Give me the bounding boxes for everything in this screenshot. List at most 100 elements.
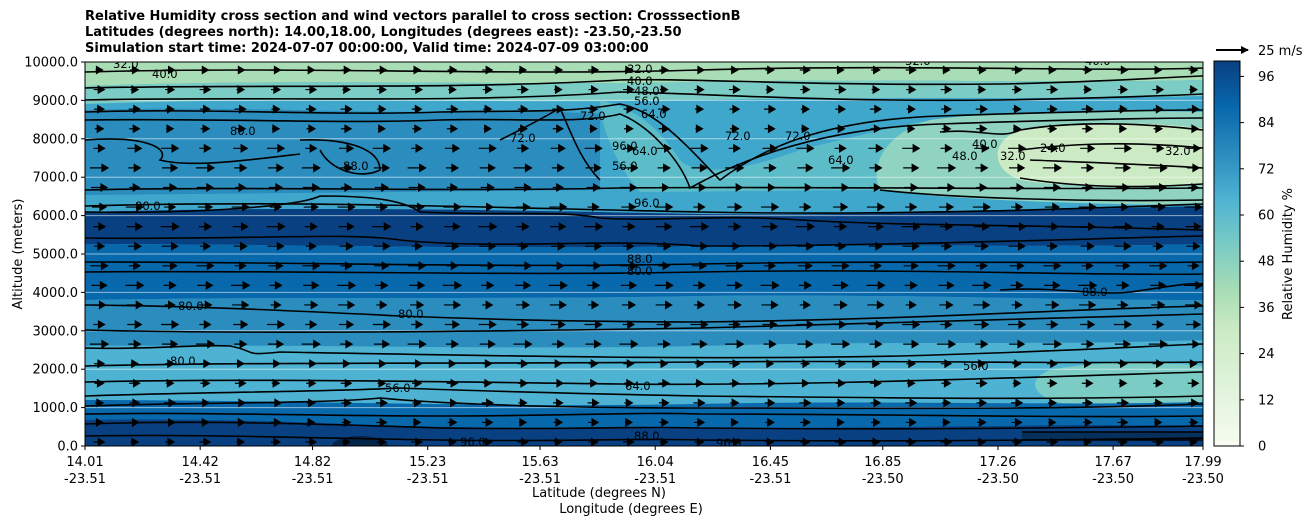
- wind-vector: [266, 143, 286, 153]
- wind-vector: [730, 65, 739, 75]
- wind-vector: [271, 104, 281, 114]
- wind-vector: [448, 85, 457, 95]
- wind-vector: [514, 280, 532, 290]
- wind-vectors: [90, 65, 1203, 446]
- contour-line: [85, 343, 1203, 359]
- x-tick-label-lon: -23.51: [519, 472, 561, 487]
- wind-vector: [622, 143, 636, 153]
- wind-vector: [974, 143, 990, 153]
- wind-vector: [977, 65, 987, 75]
- wind-vector: [270, 65, 282, 75]
- x-tick-label-lat: 15.63: [521, 455, 558, 470]
- wind-vector: [659, 65, 670, 75]
- wind-vector: [269, 202, 283, 212]
- wind-vector: [1187, 261, 1200, 271]
- wind-vector: [166, 124, 175, 134]
- wind-vector: [164, 202, 177, 212]
- wind-vector: [585, 241, 603, 251]
- x-tick-label-lon: -23.50: [862, 472, 904, 487]
- wind-vector: [236, 85, 246, 95]
- wind-vector: [234, 104, 247, 114]
- wind-vector: [1011, 65, 1023, 75]
- x-tick-label-lon: -23.51: [179, 472, 221, 487]
- wind-vector: [94, 241, 106, 251]
- wind-vector: [1080, 143, 1096, 153]
- wind-vector: [658, 182, 670, 193]
- wind-vector: [127, 143, 143, 153]
- wind-vector: [730, 417, 739, 427]
- x-tick-label-lon: -23.51: [634, 472, 676, 487]
- wind-vector: [586, 261, 602, 271]
- wind-vector: [905, 202, 918, 212]
- wind-vector: [585, 339, 602, 349]
- wind-vector: [442, 280, 463, 290]
- wind-vector: [303, 202, 319, 212]
- wind-vector: [763, 241, 778, 251]
- wind-vector: [160, 222, 180, 232]
- wind-vector: [302, 261, 321, 271]
- contour-label: 96.0: [634, 196, 660, 210]
- quiver-key: 25 m/s: [1216, 44, 1303, 59]
- x-tick-label-lon: -23.50: [977, 472, 1019, 487]
- wind-vector: [1044, 280, 1061, 290]
- wind-vector: [727, 202, 743, 212]
- wind-vector: [940, 241, 953, 251]
- wind-vector: [373, 241, 391, 251]
- wind-vector: [93, 319, 106, 330]
- contour-label: 80.0: [627, 264, 653, 278]
- wind-vector: [763, 163, 777, 173]
- wind-vector: [407, 339, 427, 349]
- x-tick-label-lat: 17.26: [979, 455, 1016, 470]
- wind-vector: [125, 280, 145, 290]
- x-axis-label: Latitude (degrees N): [532, 486, 666, 501]
- wind-vector: [161, 143, 180, 153]
- wind-vector: [90, 339, 110, 349]
- wind-vector: [1012, 437, 1023, 446]
- x-axis-ticks: 14.01 -23.51 14.42 -23.51 14.82 -23.51 15.23 -2…: [64, 446, 1224, 487]
- wind-vector: [306, 124, 317, 134]
- x-tick-label-lat: 16.85: [864, 455, 901, 470]
- wind-vector: [765, 417, 775, 427]
- contour-line: [85, 371, 1203, 386]
- wind-vector: [904, 182, 919, 193]
- wind-vector: [973, 300, 991, 310]
- wind-vector: [1011, 417, 1023, 427]
- wind-vector: [165, 378, 175, 388]
- wind-vector: [515, 202, 531, 212]
- wind-vector: [835, 241, 847, 251]
- wind-vector: [973, 222, 990, 232]
- wind-vector: [1184, 280, 1203, 290]
- wind-vector: [93, 222, 107, 232]
- wind-vector: [518, 417, 528, 427]
- wind-vector: [374, 182, 390, 193]
- colorbar-tick-label: 36: [1258, 301, 1275, 316]
- wind-vector: [411, 437, 424, 446]
- wind-vector: [760, 280, 780, 290]
- wind-vector: [799, 300, 811, 310]
- wind-vector: [517, 437, 529, 446]
- colorbar-bar: [1213, 60, 1241, 447]
- contour-label: 40.0: [627, 74, 653, 88]
- wind-vector: [695, 378, 704, 388]
- contour-label: 32.0: [1165, 144, 1191, 158]
- wind-vector: [1117, 300, 1129, 310]
- wind-vector: [730, 398, 740, 408]
- wind-vector: [764, 124, 776, 134]
- wind-vector: [341, 124, 353, 134]
- wind-vector: [513, 163, 533, 173]
- wind-vector: [624, 398, 634, 408]
- wind-vector: [448, 359, 457, 369]
- wind-vector: [1117, 417, 1129, 427]
- wind-vector: [729, 104, 741, 114]
- wind-vector: [588, 300, 600, 310]
- wind-vector: [551, 163, 565, 173]
- contour-label: 80.0: [170, 354, 196, 368]
- wind-vector: [482, 85, 493, 95]
- wind-vector: [305, 359, 317, 369]
- wind-vector: [1184, 202, 1203, 212]
- wind-vector: [554, 359, 563, 369]
- wind-vector: [1010, 280, 1024, 290]
- wind-vector: [975, 104, 988, 114]
- wind-vector: [694, 437, 705, 446]
- wind-vector: [834, 222, 848, 232]
